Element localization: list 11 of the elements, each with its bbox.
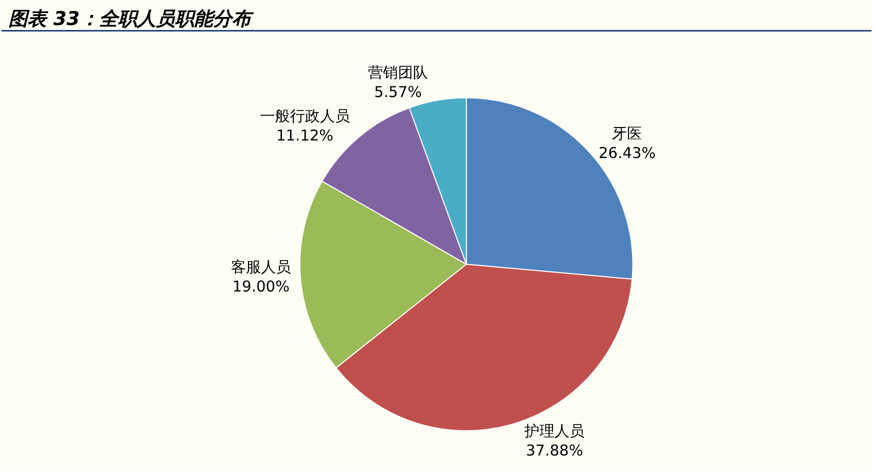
- data-label: 26.43%: [598, 144, 656, 162]
- data-label: 11.12%: [276, 126, 334, 145]
- slice-label: 营销团队: [368, 63, 428, 82]
- slice-label: 客服人员: [230, 258, 291, 276]
- slice-label: 护理人员: [523, 422, 584, 440]
- data-label: 5.57%: [374, 82, 422, 101]
- slice-label: 牙医: [612, 124, 642, 143]
- chart-title: 图表 33：全职人员职能分布: [8, 8, 254, 30]
- data-label: 37.88%: [526, 442, 584, 460]
- slice-label: 一般行政人员: [260, 107, 350, 126]
- data-label: 19.00%: [232, 278, 290, 296]
